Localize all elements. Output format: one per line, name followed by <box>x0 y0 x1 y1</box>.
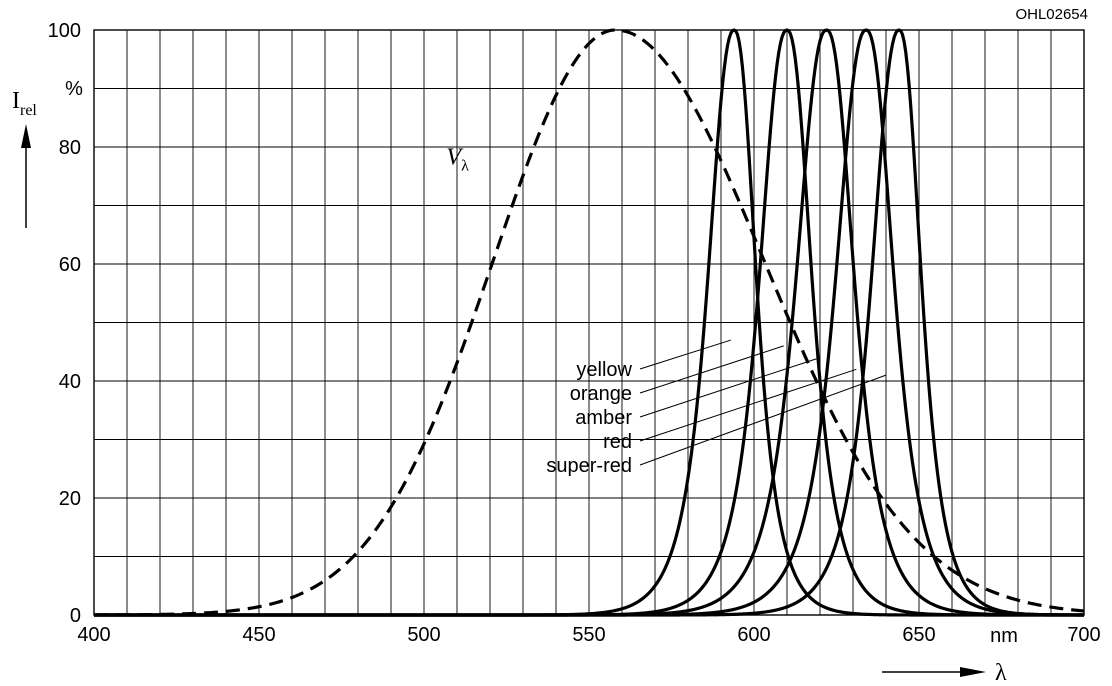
leader-line-amber <box>639 357 821 418</box>
figure-code: OHL02654 <box>1015 6 1088 23</box>
x-tick-label: 450 <box>242 624 275 646</box>
y-unit-label: % <box>65 78 83 100</box>
y-axis-label-sub: rel <box>20 102 37 119</box>
leader-line-super-red <box>639 374 887 466</box>
y-tick-label: 60 <box>59 254 81 276</box>
x-unit-label: nm <box>990 625 1018 647</box>
series-line-V <box>93 28 1085 617</box>
leader-line-yellow <box>639 339 732 370</box>
y-tick-label: 80 <box>59 137 81 159</box>
x-tick-label: 600 <box>737 624 770 646</box>
y-tick-label: 40 <box>59 371 81 393</box>
vlambda-label-sub: λ <box>461 158 469 175</box>
x-arrow-head <box>960 667 986 677</box>
y-tick-label: 0 <box>70 605 81 627</box>
legend-label-super-red: super-red <box>546 455 632 477</box>
grid <box>94 30 1084 615</box>
y-tick-label: 100 <box>48 20 81 42</box>
x-tick-label: 650 <box>902 624 935 646</box>
x-tick-label: 500 <box>407 624 440 646</box>
x-tick-label: 400 <box>77 624 110 646</box>
legend-label-red: red <box>603 431 632 453</box>
y-axis-label: Irel <box>12 88 37 119</box>
legend-label-orange: orange <box>570 383 632 405</box>
vlambda-label: Vλ <box>446 145 469 175</box>
leader-line-red <box>639 368 857 442</box>
x-axis-label: λ <box>995 660 1007 686</box>
labels: OHL02654 % nm Irel λ Vλ <box>12 6 1088 686</box>
plot-frame <box>93 29 1085 616</box>
y-tick-label: 20 <box>59 488 81 510</box>
legend-label-amber: amber <box>575 407 632 429</box>
x-tick-label: 700 <box>1067 624 1100 646</box>
axis-arrows <box>21 124 986 677</box>
y-arrow-head <box>21 124 31 148</box>
leader-line-orange <box>639 345 784 394</box>
x-tick-label: 550 <box>572 624 605 646</box>
axes: 400 450 500 550 600 650 700 0 20 40 60 80 100 <box>48 20 1101 646</box>
legend-label-yellow: yellow <box>576 359 632 381</box>
